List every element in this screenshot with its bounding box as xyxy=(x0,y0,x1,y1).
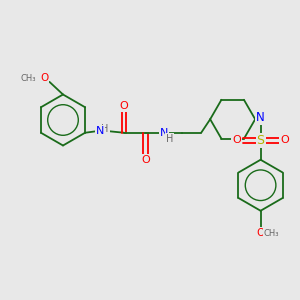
Text: CH₃: CH₃ xyxy=(263,229,279,238)
Text: O: O xyxy=(256,228,265,238)
Text: N: N xyxy=(96,126,104,136)
Text: O: O xyxy=(232,135,241,145)
Text: N: N xyxy=(256,111,265,124)
Text: S: S xyxy=(256,134,265,147)
Text: O: O xyxy=(280,135,289,145)
Text: N: N xyxy=(160,128,168,138)
Text: O: O xyxy=(141,155,150,165)
Text: H: H xyxy=(101,124,109,134)
Text: O: O xyxy=(120,101,128,111)
Text: O: O xyxy=(40,73,48,83)
Text: H: H xyxy=(166,134,173,144)
Text: CH₃: CH₃ xyxy=(21,74,36,83)
